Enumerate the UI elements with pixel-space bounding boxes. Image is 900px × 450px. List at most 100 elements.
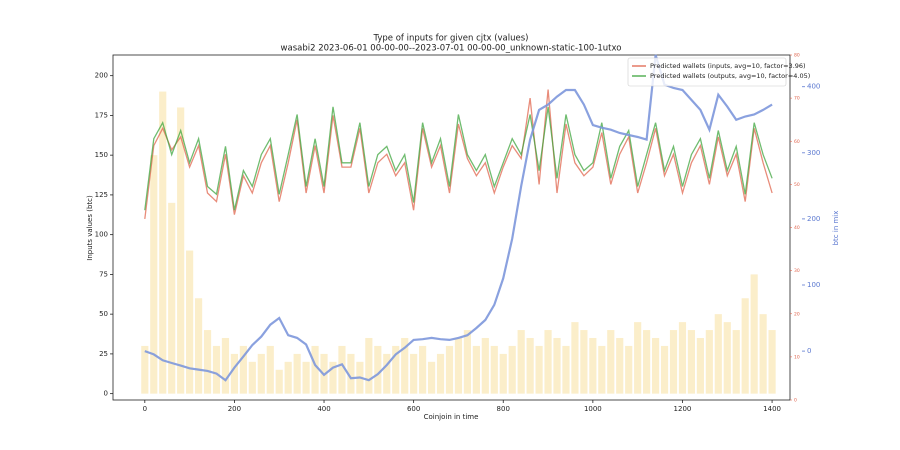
bar [768, 330, 776, 394]
series-line [144, 106, 773, 211]
chart-title: Type of inputs for given cjtx (values) [373, 34, 529, 44]
bar [266, 345, 274, 394]
bar [392, 345, 400, 394]
y2-tick-label: 300 [807, 149, 820, 157]
x-tick-label: 600 [407, 405, 420, 413]
bar [159, 91, 167, 394]
y3-tick-label: 50 [794, 182, 800, 188]
bar [203, 330, 212, 394]
bar [553, 337, 561, 394]
bar [177, 107, 185, 394]
bar [759, 314, 767, 394]
bar [562, 345, 570, 394]
bar [669, 330, 678, 394]
bar [714, 314, 722, 394]
bar [338, 345, 346, 394]
bar [526, 337, 534, 394]
bar [616, 337, 624, 394]
bar [660, 345, 669, 394]
bar [463, 330, 471, 394]
bar [194, 298, 203, 394]
bar [302, 361, 310, 394]
bar [705, 330, 713, 394]
x-tick-label: 1400 [763, 405, 781, 413]
bar [508, 345, 516, 394]
bar [436, 353, 445, 394]
bar [257, 353, 265, 394]
bar [732, 330, 740, 394]
legend-label: Predicted wallets (outputs, avg=10, fact… [650, 72, 810, 80]
bar [401, 337, 409, 394]
bar [419, 345, 427, 394]
bar [410, 353, 418, 394]
x-tick-label: 800 [497, 405, 510, 413]
y3-tick-label: 10 [794, 354, 800, 360]
bar [454, 337, 463, 394]
y3-tick-label: 80 [794, 53, 800, 59]
y-axis-label: Inputs values (btc) [86, 195, 94, 261]
bar [687, 330, 696, 394]
bar [678, 322, 687, 394]
x-tick-label: 400 [317, 405, 330, 413]
y-tick-label: 125 [95, 191, 108, 199]
y3-tick-label: 40 [794, 225, 800, 231]
bar [365, 337, 373, 394]
x-tick-label: 0 [143, 405, 147, 413]
bar [230, 353, 239, 394]
bar [445, 345, 454, 394]
bar [150, 155, 158, 394]
bar [625, 345, 633, 394]
bar [212, 345, 221, 394]
bar [499, 353, 507, 394]
x-tick-label: 1000 [584, 405, 602, 413]
y-tick-label: 200 [95, 72, 108, 80]
bar [427, 361, 436, 394]
y-tick-label: 175 [95, 111, 108, 119]
bar [490, 345, 498, 394]
series-line [144, 54, 773, 382]
y-tick-label: 150 [95, 151, 108, 159]
y3-tick-label: 30 [794, 268, 800, 274]
bar [723, 322, 731, 394]
legend-label: Predicted wallets (inputs, avg=10, facto… [650, 62, 806, 70]
series-line [144, 89, 773, 219]
legend-box [627, 57, 787, 87]
y3-tick-label: 0 [794, 398, 797, 404]
y-tick-label: 25 [99, 350, 108, 358]
bar [750, 274, 758, 394]
y3-tick-label: 70 [794, 96, 800, 102]
bar [383, 353, 391, 394]
y2-tick-label: 400 [807, 83, 820, 91]
y-tick-label: 0 [104, 390, 108, 398]
bar [696, 337, 704, 394]
chart-subtitle: wasabi2 2023-06-01 00-00-00--2023-07-01 … [281, 44, 622, 54]
bar [643, 330, 651, 394]
bar [275, 369, 283, 394]
y3-tick-label: 20 [794, 311, 800, 317]
bar [168, 202, 176, 394]
bar [589, 337, 597, 394]
x-tick-label: 1200 [674, 405, 692, 413]
bar [535, 345, 543, 394]
bar [652, 337, 660, 394]
bar [311, 345, 319, 394]
bar [374, 345, 382, 394]
bar [472, 345, 480, 394]
bar [141, 345, 149, 394]
bar [239, 345, 247, 394]
bar [329, 361, 337, 394]
y2-tick-label: 200 [807, 215, 820, 223]
bar [481, 337, 489, 394]
bar [347, 353, 355, 394]
bar [544, 330, 552, 394]
y2-axis-label: btc in mix [832, 211, 840, 246]
bar [221, 337, 230, 394]
y-tick-label: 75 [99, 270, 108, 278]
bar [571, 322, 579, 394]
bar [284, 361, 292, 394]
y-tick-label: 50 [99, 310, 108, 318]
y2-tick-label: 0 [807, 347, 811, 355]
plot-area [141, 54, 776, 394]
bar [741, 298, 749, 394]
